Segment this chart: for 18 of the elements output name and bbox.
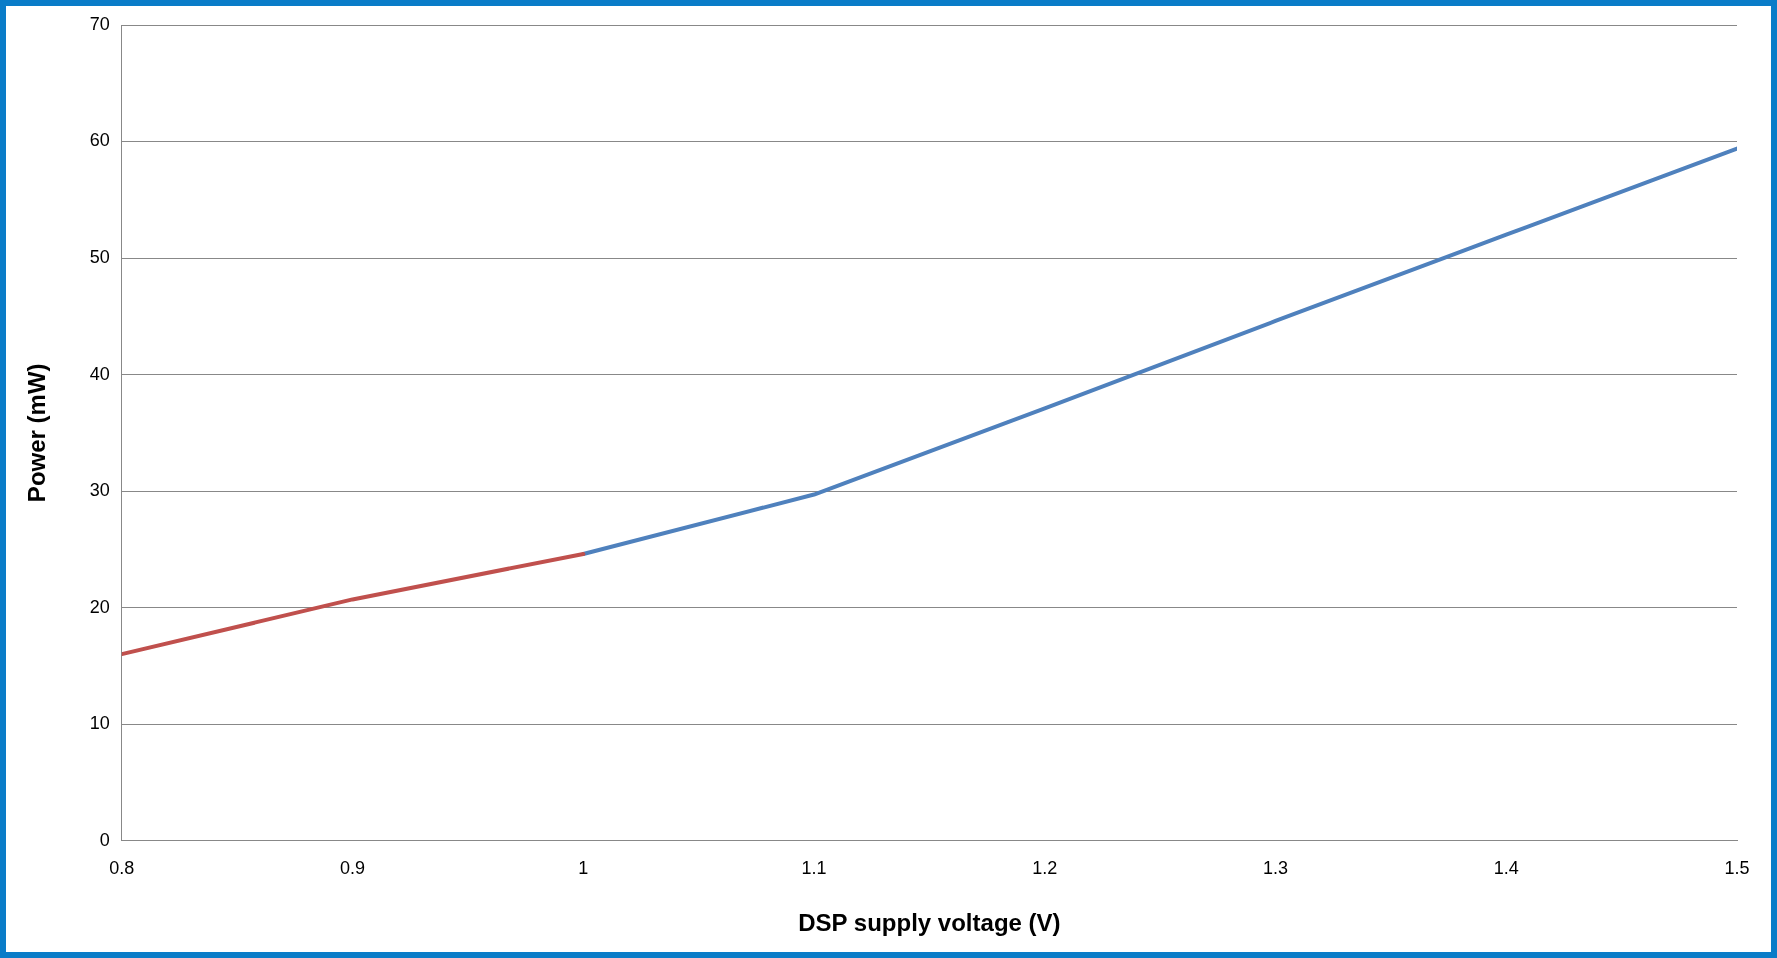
y-axis-title: Power (mW) xyxy=(23,363,51,503)
y-tick-label: 0 xyxy=(99,829,110,850)
y-tick-label: 20 xyxy=(89,596,110,617)
y-tick-label: 30 xyxy=(89,480,110,501)
x-tick-label: 0.8 xyxy=(109,858,135,879)
x-tick-label: 1 xyxy=(578,858,589,879)
y-tick-label: 50 xyxy=(89,247,110,267)
y-tick-label: 40 xyxy=(89,363,110,384)
x-tick-label: 1.1 xyxy=(801,858,827,879)
y-tick-label: 60 xyxy=(89,130,110,151)
x-tick-label: 1.4 xyxy=(1493,858,1519,879)
y-tick-label: 10 xyxy=(89,713,110,734)
y-tick-label: 70 xyxy=(89,13,110,34)
x-tick-label: 1.2 xyxy=(1032,858,1058,879)
x-tick-label: 1.3 xyxy=(1263,858,1289,879)
x-tick-label: 1.5 xyxy=(1724,858,1750,879)
x-tick-label: 0.9 xyxy=(340,858,366,879)
x-axis-title: DSP supply voltage (V) xyxy=(798,909,1061,937)
